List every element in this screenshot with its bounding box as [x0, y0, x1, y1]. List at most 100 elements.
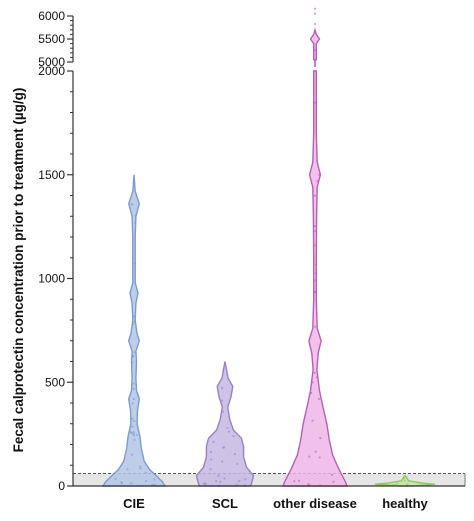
- y-axis-title: Fecal calprotectin concentration prior t…: [11, 88, 26, 453]
- data-point: [132, 355, 135, 358]
- y-tick-label: 5500: [38, 32, 65, 46]
- data-point: [130, 453, 133, 456]
- data-point: [133, 262, 137, 265]
- data-point: [144, 479, 148, 483]
- data-point: [219, 480, 222, 483]
- data-point: [133, 315, 136, 318]
- data-point: [209, 450, 212, 454]
- data-point: [313, 22, 317, 26]
- data-point: [223, 477, 226, 480]
- x-category-label: SCL: [212, 496, 238, 511]
- data-point: [153, 483, 156, 486]
- data-point: [314, 450, 317, 453]
- data-point: [212, 440, 215, 443]
- data-point: [314, 230, 317, 233]
- data-point: [396, 482, 399, 485]
- data-point: [139, 465, 142, 468]
- data-point: [131, 417, 134, 420]
- data-point: [293, 479, 296, 483]
- data-point: [226, 426, 229, 430]
- data-point: [313, 371, 316, 374]
- data-point: [297, 479, 301, 482]
- data-point: [221, 410, 225, 413]
- data-point: [316, 180, 319, 183]
- data-point: [402, 477, 405, 480]
- data-point: [314, 272, 318, 275]
- data-point: [313, 12, 317, 15]
- data-point: [313, 224, 316, 228]
- data-point: [403, 479, 407, 482]
- data-point: [126, 468, 129, 471]
- data-point: [227, 430, 230, 433]
- data-point: [134, 213, 137, 217]
- data-point: [315, 376, 319, 379]
- data-point: [133, 221, 137, 224]
- data-point: [313, 325, 317, 328]
- data-point: [311, 419, 314, 422]
- reference-shading: [73, 473, 465, 486]
- data-point: [313, 194, 316, 197]
- data-point: [120, 481, 123, 484]
- data-points: [114, 7, 410, 488]
- data-point: [236, 483, 239, 486]
- data-point: [236, 462, 239, 465]
- data-point: [131, 203, 134, 206]
- data-point: [313, 290, 316, 293]
- x-category-label: healthy: [382, 496, 428, 511]
- data-point: [133, 438, 136, 442]
- data-point: [144, 471, 147, 474]
- data-point: [129, 431, 132, 434]
- data-point: [238, 479, 241, 483]
- data-point: [202, 482, 206, 485]
- data-point: [318, 456, 321, 459]
- data-point: [131, 361, 134, 364]
- x-category-label: CIE: [123, 496, 145, 511]
- violins: [101, 27, 436, 487]
- data-point: [221, 460, 224, 463]
- data-point: [131, 322, 135, 326]
- y-tick-label: 1000: [38, 272, 65, 286]
- data-point: [132, 434, 136, 437]
- data-point: [130, 481, 133, 485]
- violin-cie: [101, 174, 167, 487]
- category-labels: CIE SCL other disease healthy: [123, 496, 428, 511]
- y-tick-label: 6000: [38, 9, 65, 23]
- data-point: [114, 478, 117, 481]
- data-point: [332, 480, 335, 483]
- y-tick-label: 0: [58, 479, 65, 493]
- data-point: [222, 446, 226, 449]
- data-point: [153, 478, 156, 481]
- data-point: [151, 483, 154, 486]
- data-point: [132, 382, 135, 385]
- data-point: [132, 430, 135, 434]
- data-point: [244, 478, 247, 481]
- data-point: [135, 434, 139, 437]
- data-point: [392, 483, 395, 486]
- data-point: [221, 399, 224, 402]
- violin-other-disease: [281, 70, 349, 487]
- data-point: [314, 263, 318, 266]
- data-point: [313, 49, 317, 52]
- data-point: [330, 473, 334, 476]
- data-point: [131, 402, 134, 405]
- data-point: [132, 387, 135, 390]
- data-point: [215, 479, 218, 483]
- y-tick-label: 2000: [38, 64, 65, 78]
- data-point: [310, 391, 313, 395]
- data-point: [308, 455, 311, 458]
- data-point: [221, 387, 224, 390]
- data-point: [385, 483, 388, 486]
- data-point: [311, 381, 314, 384]
- data-point: [139, 467, 142, 470]
- data-point: [314, 279, 317, 282]
- violin-other-disease-upper: [309, 27, 321, 61]
- data-point: [405, 476, 408, 480]
- data-point: [133, 320, 136, 324]
- data-point: [132, 397, 135, 401]
- data-point: [313, 7, 317, 10]
- data-point: [217, 474, 220, 477]
- data-point: [133, 419, 136, 423]
- data-point: [317, 397, 321, 401]
